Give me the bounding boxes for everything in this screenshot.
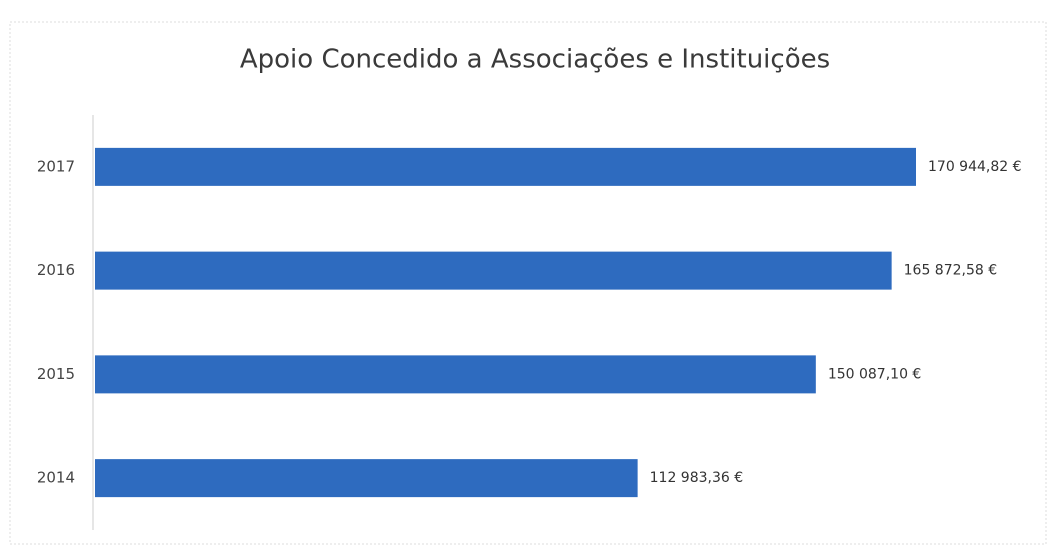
data-label: 150 087,10 € (828, 366, 922, 382)
data-label: 170 944,82 € (928, 159, 1022, 175)
data-label: 165 872,58 € (904, 263, 998, 279)
chart-title: Apoio Concedido a Associações e Institui… (240, 45, 830, 75)
bar (95, 355, 816, 394)
y-tick-label: 2016 (37, 261, 75, 279)
y-tick-label: 2015 (37, 365, 75, 383)
bar (95, 251, 892, 290)
y-tick-label: 2017 (37, 157, 75, 175)
chart-border (9, 21, 1047, 545)
data-label: 112 983,36 € (650, 470, 744, 486)
y-tick-label: 2014 (37, 469, 75, 487)
bar (95, 147, 916, 186)
bar (95, 459, 638, 498)
